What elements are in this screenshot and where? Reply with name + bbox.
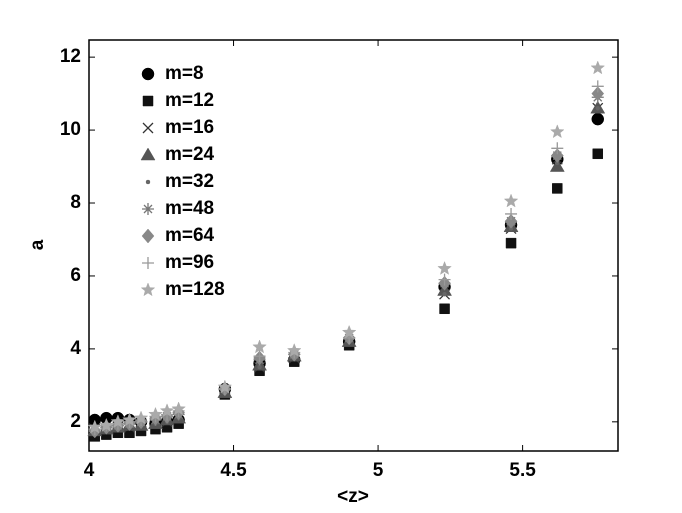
point — [438, 273, 451, 286]
point — [437, 260, 452, 275]
point — [592, 148, 604, 160]
point — [503, 193, 519, 208]
legend-label: m=12 — [165, 90, 214, 111]
legend-marker — [142, 257, 154, 269]
point — [549, 124, 565, 139]
legend-marker — [142, 95, 154, 107]
point — [439, 303, 450, 315]
point — [253, 350, 266, 363]
point — [591, 112, 605, 126]
legend-label: m=128 — [165, 279, 225, 300]
point — [99, 417, 114, 432]
point — [591, 86, 605, 101]
y-tick-label: 10 — [60, 119, 81, 140]
legend-marker — [140, 282, 156, 297]
x-tick-label: 4 — [84, 460, 95, 481]
x-tick-label: 5.5 — [509, 460, 536, 481]
point — [286, 343, 302, 357]
y-tick-label: 6 — [70, 265, 81, 286]
legend-marker — [142, 122, 154, 134]
point — [257, 364, 262, 370]
point — [595, 105, 601, 111]
point — [550, 148, 564, 163]
legend-label: m=16 — [165, 117, 214, 138]
point — [87, 419, 103, 434]
point — [505, 237, 517, 249]
y-axis-label: a — [27, 239, 48, 250]
point — [122, 412, 137, 427]
legend-label: m=96 — [165, 252, 214, 273]
y-tick-label: 2 — [70, 411, 81, 432]
y-tick-label: 8 — [70, 192, 81, 213]
point — [549, 159, 565, 172]
point — [551, 142, 564, 155]
point — [133, 410, 149, 425]
point — [442, 291, 447, 297]
point — [110, 414, 126, 429]
legend-marker — [142, 203, 154, 215]
x-tick-label: 4.5 — [220, 460, 247, 481]
y-tick-label: 12 — [60, 46, 81, 67]
point — [552, 183, 563, 194]
legend-marker — [141, 228, 155, 244]
point — [148, 406, 163, 421]
legend-label: m=24 — [165, 144, 215, 165]
point — [591, 80, 604, 93]
point — [159, 403, 175, 418]
y-tick-label: 4 — [70, 338, 81, 359]
point — [505, 207, 518, 220]
legend-marker — [141, 67, 155, 81]
legend-label: m=64 — [165, 225, 215, 246]
legend-marker — [140, 147, 156, 161]
point — [252, 339, 267, 354]
point — [504, 213, 518, 229]
point — [171, 401, 186, 416]
x-tick-label: 5 — [373, 460, 384, 481]
point — [217, 379, 233, 394]
point — [341, 324, 357, 339]
plot-frame — [88, 39, 619, 452]
legend-label: m=32 — [165, 171, 214, 192]
legend-marker — [145, 179, 151, 185]
x-axis-label: <z> — [337, 486, 369, 507]
legend-label: m=8 — [165, 63, 204, 84]
point — [590, 60, 606, 75]
legend-label: m=48 — [165, 198, 214, 219]
